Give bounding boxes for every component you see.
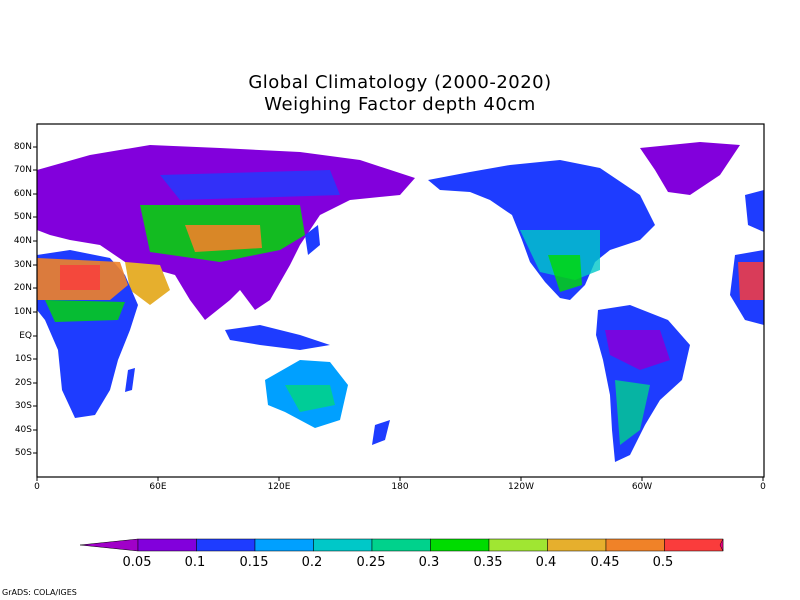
colorbar-swatch xyxy=(488,538,548,552)
colorbar-label: 0.25 xyxy=(356,555,386,570)
lat-label: 60N xyxy=(13,189,32,199)
lon-label: 120E xyxy=(267,482,291,492)
colorbar-label: 0.15 xyxy=(239,555,269,570)
colorbar-max-arrow xyxy=(719,538,724,552)
land-fields xyxy=(37,142,764,462)
lon-label: 60E xyxy=(149,482,167,492)
lon-label: 0 xyxy=(760,482,766,492)
colorbar-label: 0.1 xyxy=(184,555,206,570)
colorbar-label: 0.45 xyxy=(590,555,620,570)
lat-label: 50N xyxy=(13,212,32,222)
lat-label: 70N xyxy=(13,165,32,175)
chart-subtitle: Weighing Factor depth 40cm xyxy=(264,94,536,115)
colorbar-swatch xyxy=(137,538,197,552)
colorbar-label: 0.2 xyxy=(301,555,323,570)
colorbar-label: 0.3 xyxy=(418,555,440,570)
colorbar-label: 0.5 xyxy=(652,555,674,570)
colorbar-swatch xyxy=(313,538,373,552)
lon-label: 60W xyxy=(631,482,653,492)
chart-title: Global Climatology (2000-2020) xyxy=(248,72,552,93)
colorbar xyxy=(79,538,724,552)
lat-label: 80N xyxy=(13,142,32,152)
colorbar-swatch xyxy=(430,538,490,552)
colorbar-min-arrow xyxy=(79,538,139,552)
japan xyxy=(305,225,320,255)
lon-label: 180 xyxy=(391,482,409,492)
south-america xyxy=(596,305,690,462)
axis-ticks xyxy=(33,146,764,481)
grads-credit: GrADS: COLA/IGES xyxy=(2,588,77,597)
indonesia xyxy=(225,325,330,350)
lon-label: 0 xyxy=(34,482,40,492)
lat-label: 50S xyxy=(14,448,32,458)
lat-label: 20S xyxy=(14,378,32,388)
lat-label: 10N xyxy=(13,307,32,317)
madagascar xyxy=(125,368,135,392)
colorbar-swatch xyxy=(547,538,607,552)
colorbar-label: 0.35 xyxy=(473,555,503,570)
lat-label: EQ xyxy=(19,331,32,341)
lat-label: 40S xyxy=(14,425,32,435)
new-zealand xyxy=(372,420,390,445)
lat-label: 40N xyxy=(13,236,32,246)
lat-label: 10S xyxy=(14,354,32,364)
lat-label: 30S xyxy=(14,401,32,411)
lon-label: 120W xyxy=(507,482,535,492)
colorbar-swatch xyxy=(196,538,256,552)
colorbar-swatch xyxy=(605,538,665,552)
colorbar-swatch xyxy=(664,538,724,552)
colorbar-swatch xyxy=(371,538,431,552)
arabia xyxy=(125,262,170,305)
colorbar-label: 0.05 xyxy=(122,555,152,570)
greenland xyxy=(640,142,740,195)
lat-label: 20N xyxy=(13,283,32,293)
colorbar-swatch xyxy=(254,538,314,552)
lat-label: 30N xyxy=(13,260,32,270)
colorbar-label: 0.4 xyxy=(535,555,557,570)
